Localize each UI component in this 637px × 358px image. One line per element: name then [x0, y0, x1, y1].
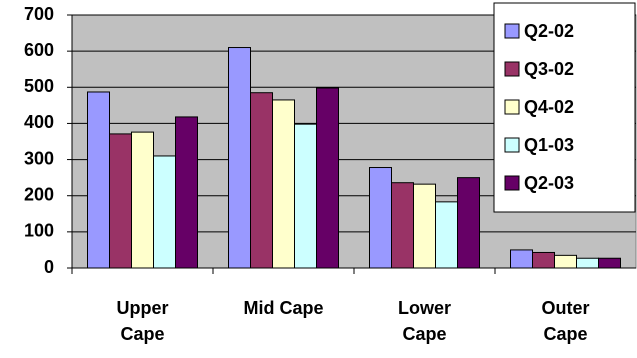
legend-label: Q3-02: [524, 59, 574, 79]
legend-label: Q1-03: [524, 135, 574, 155]
legend-swatch: [504, 61, 520, 77]
bar: [435, 201, 458, 269]
bar: [413, 183, 436, 269]
y-tick-label: 300: [24, 148, 54, 168]
x-tick-label: Lower Cape: [397, 298, 451, 344]
y-tick-label: 0: [44, 257, 54, 277]
bar: [369, 167, 392, 269]
bar: [228, 47, 251, 269]
legend-swatch: [504, 137, 520, 153]
legend-swatch: [504, 175, 520, 191]
bar: [532, 251, 555, 269]
bar: [510, 249, 533, 269]
x-tick-label: Mid Cape: [243, 298, 324, 318]
legend-swatch: [504, 99, 520, 115]
legend-swatch: [504, 23, 520, 39]
bar: [109, 133, 132, 269]
legend-label: Q4-02: [524, 97, 574, 117]
legend-label: Q2-02: [524, 21, 574, 41]
x-tick-label: Outer Cape: [541, 298, 590, 344]
bar: [391, 182, 414, 269]
bar: [272, 99, 295, 269]
bar: [598, 257, 621, 269]
legend-label: Q2-03: [524, 173, 574, 193]
x-tick-label: Upper Cape: [116, 298, 169, 344]
y-tick-label: 500: [24, 76, 54, 96]
bar: [250, 92, 273, 269]
y-tick-label: 200: [24, 184, 54, 204]
bar: [175, 116, 198, 269]
y-tick-label: 600: [24, 40, 54, 60]
bar: [294, 123, 317, 269]
bar: [131, 131, 154, 269]
y-tick-label: 400: [24, 112, 54, 132]
bar: [153, 155, 176, 269]
bar: [457, 177, 480, 269]
y-tick-label: 100: [24, 221, 54, 241]
y-tick-label: 700: [24, 4, 54, 24]
bar: [576, 257, 599, 269]
bar: [554, 254, 577, 269]
bar: [316, 87, 339, 269]
bar: [87, 91, 110, 269]
